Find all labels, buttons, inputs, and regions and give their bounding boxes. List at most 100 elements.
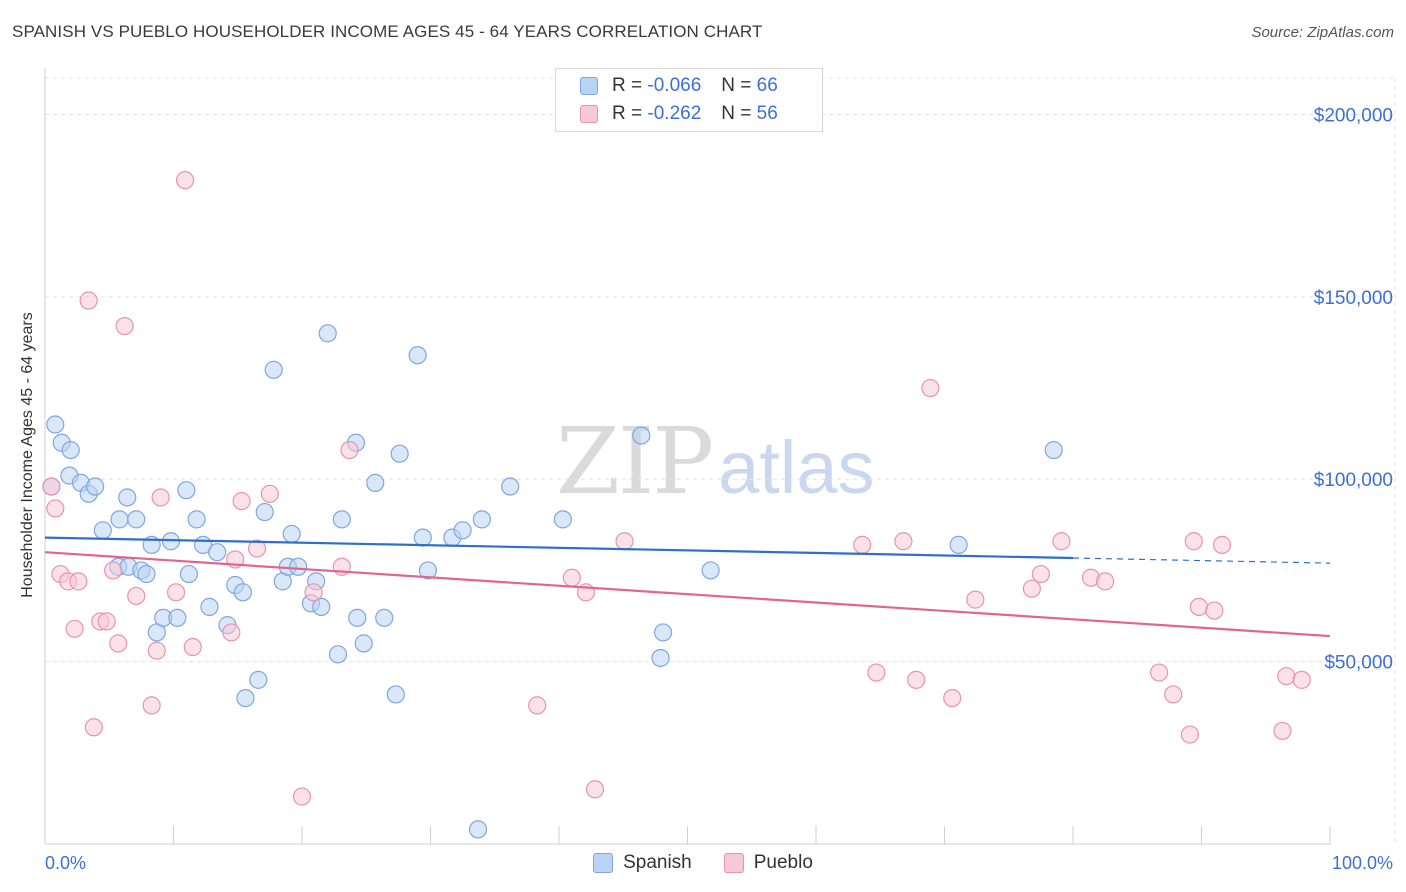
spanish-legend-swatch [593, 853, 614, 873]
pueblo-point [1292, 670, 1311, 689]
pueblo-point [1164, 685, 1183, 704]
chart-title: SPANISH VS PUEBLO HOUSEHOLDER INCOME AGE… [12, 22, 763, 41]
spanish-point [312, 597, 331, 617]
tick-labels: $50,000 $100,000 $150,000 $200,000 0.0% 100.0… [45, 105, 1393, 873]
pueblo-point [1052, 532, 1071, 551]
spanish-point [264, 360, 283, 379]
spanish-point [632, 426, 651, 445]
pueblo-point [1277, 667, 1296, 686]
pueblo-point [247, 539, 267, 558]
pueblo-point [1149, 663, 1169, 682]
spanish-point [453, 521, 472, 540]
spanish-point [249, 670, 268, 689]
spanish-point [179, 564, 199, 584]
pueblo-point [222, 623, 241, 642]
spanish-point [375, 608, 394, 627]
pueblo-point [921, 378, 940, 398]
y-tick-label: $200,000 [1314, 105, 1393, 126]
legend-n-value: 66 [756, 75, 778, 96]
spanish-point [118, 488, 137, 507]
spanish-point [61, 440, 80, 460]
spanish-point [236, 688, 255, 708]
y-tick-label: $100,000 [1314, 470, 1393, 491]
spanish-point [501, 477, 520, 496]
stats-legend: R = -0.066 N = 66 R = -0.262 N = 56 [555, 68, 823, 132]
legend-n-label: N = [721, 103, 752, 124]
pueblo-point [183, 637, 202, 657]
axes [44, 68, 1331, 845]
pueblo-point [65, 619, 84, 638]
pueblo-point [585, 780, 605, 799]
pueblo-swatch [580, 105, 598, 123]
pueblo-point [1022, 579, 1041, 598]
spanish-point [46, 415, 65, 434]
spanish-point [418, 561, 438, 580]
legend-pueblo-label: Pueblo [753, 852, 813, 873]
legend-r-label: R = [612, 75, 643, 96]
legend-row-spanish: R = -0.066 N = 66 [580, 74, 778, 98]
legend-r-value: -0.066 [647, 75, 702, 96]
pueblo-point [1205, 601, 1224, 620]
spanish-point [255, 502, 274, 522]
spanish-point [651, 648, 670, 668]
pueblo-point [292, 787, 312, 806]
pueblo-point [232, 492, 251, 511]
pueblo-point [109, 634, 128, 653]
pueblo-point [1180, 725, 1200, 744]
pueblo-point [166, 583, 186, 602]
spanish-point [282, 524, 301, 544]
spanish-point [354, 634, 373, 653]
legend-r-value: -0.262 [647, 103, 702, 124]
spanish-point [127, 510, 146, 529]
x-tick-label: 0.0% [45, 853, 86, 873]
spanish-point [653, 623, 673, 642]
pueblo-point [304, 583, 323, 602]
spanish-point [208, 543, 227, 562]
legend-item-pueblo: Pueblo [723, 852, 813, 874]
spanish-point [233, 583, 252, 602]
pueblo-point [1184, 532, 1203, 551]
legend-spanish-label: Spanish [623, 852, 692, 873]
pueblo-trend-line [44, 551, 1331, 638]
legend-item-spanish: Spanish [593, 852, 692, 874]
spanish-point [93, 521, 112, 540]
spanish-point [168, 608, 187, 627]
pueblo-point [142, 696, 161, 715]
pueblo-point [894, 532, 913, 551]
pueblo-point [46, 499, 65, 518]
legend-n-label: N = [721, 75, 752, 96]
spanish-point [468, 820, 488, 839]
source-credit: Source: ZipAtlas.com [1251, 24, 1394, 41]
spanish-point [137, 564, 156, 584]
pueblo-point [151, 488, 170, 507]
spanish-point [553, 510, 572, 529]
spanish-point [949, 535, 968, 554]
y-tick-label: $50,000 [1324, 653, 1393, 674]
x-tick-label: 100.0% [1332, 853, 1393, 873]
trend-lines [44, 536, 1331, 638]
pueblo-point [1212, 535, 1232, 554]
spanish-point [318, 324, 337, 343]
spanish-trend-line [44, 536, 1074, 560]
spanish-point [408, 346, 427, 365]
spanish-swatch [580, 77, 598, 95]
spanish-point [289, 557, 308, 576]
pueblo-point [260, 484, 279, 503]
spanish-points [42, 324, 1063, 839]
spanish-point [200, 597, 219, 617]
pueblo-point [1031, 564, 1050, 584]
pueblo-point [340, 440, 359, 460]
pueblo-legend-swatch [723, 853, 744, 873]
legend-r-label: R = [612, 103, 643, 124]
pueblo-point [79, 291, 98, 310]
y-tick-label: $150,000 [1314, 288, 1393, 309]
spanish-point [390, 444, 409, 463]
spanish-point [348, 608, 367, 627]
pueblo-point [853, 535, 872, 554]
spanish-point [110, 510, 129, 529]
pueblo-point [147, 641, 166, 660]
pueblo-point [104, 561, 123, 580]
pueblo-point [528, 696, 547, 715]
pueblo-points [42, 171, 1311, 806]
